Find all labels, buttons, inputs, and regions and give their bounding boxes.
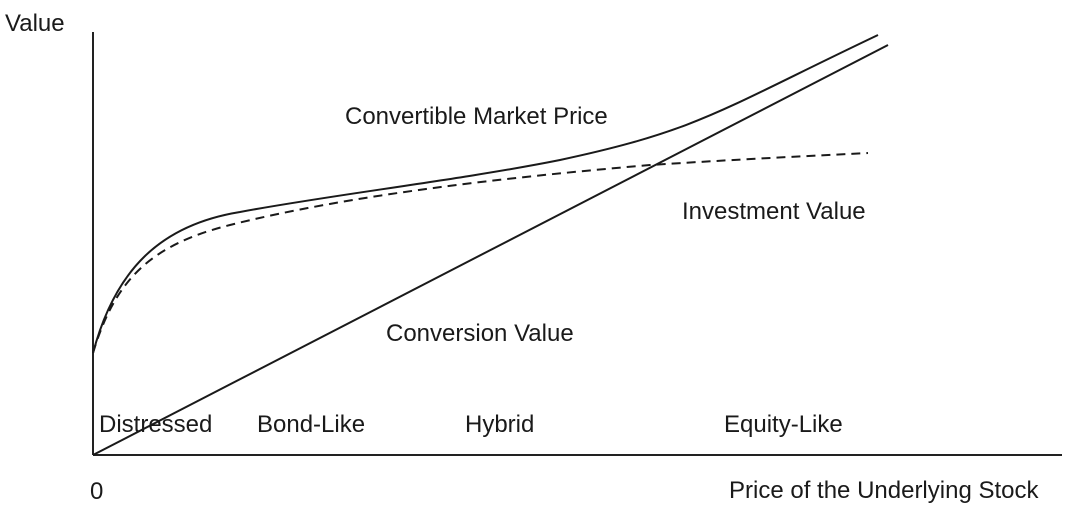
investment-value-curve <box>92 152 869 354</box>
y-axis-label: Value <box>5 10 65 37</box>
zone-equity-like-label: Equity-Like <box>724 411 843 438</box>
origin-label: 0 <box>90 478 103 505</box>
conversion-value-label: Conversion Value <box>386 320 574 347</box>
investment-value-label: Investment Value <box>682 198 866 225</box>
x-axis-label: Price of the Underlying Stock <box>729 477 1039 504</box>
zone-bond-like-label: Bond-Like <box>257 411 365 438</box>
zone-hybrid-label: Hybrid <box>465 411 534 438</box>
convertible-market-price-label: Convertible Market Price <box>345 103 608 130</box>
conversion-value-line <box>92 44 889 456</box>
zone-distressed-label: Distressed <box>99 411 212 438</box>
convertible-market-price-curve <box>92 34 879 354</box>
